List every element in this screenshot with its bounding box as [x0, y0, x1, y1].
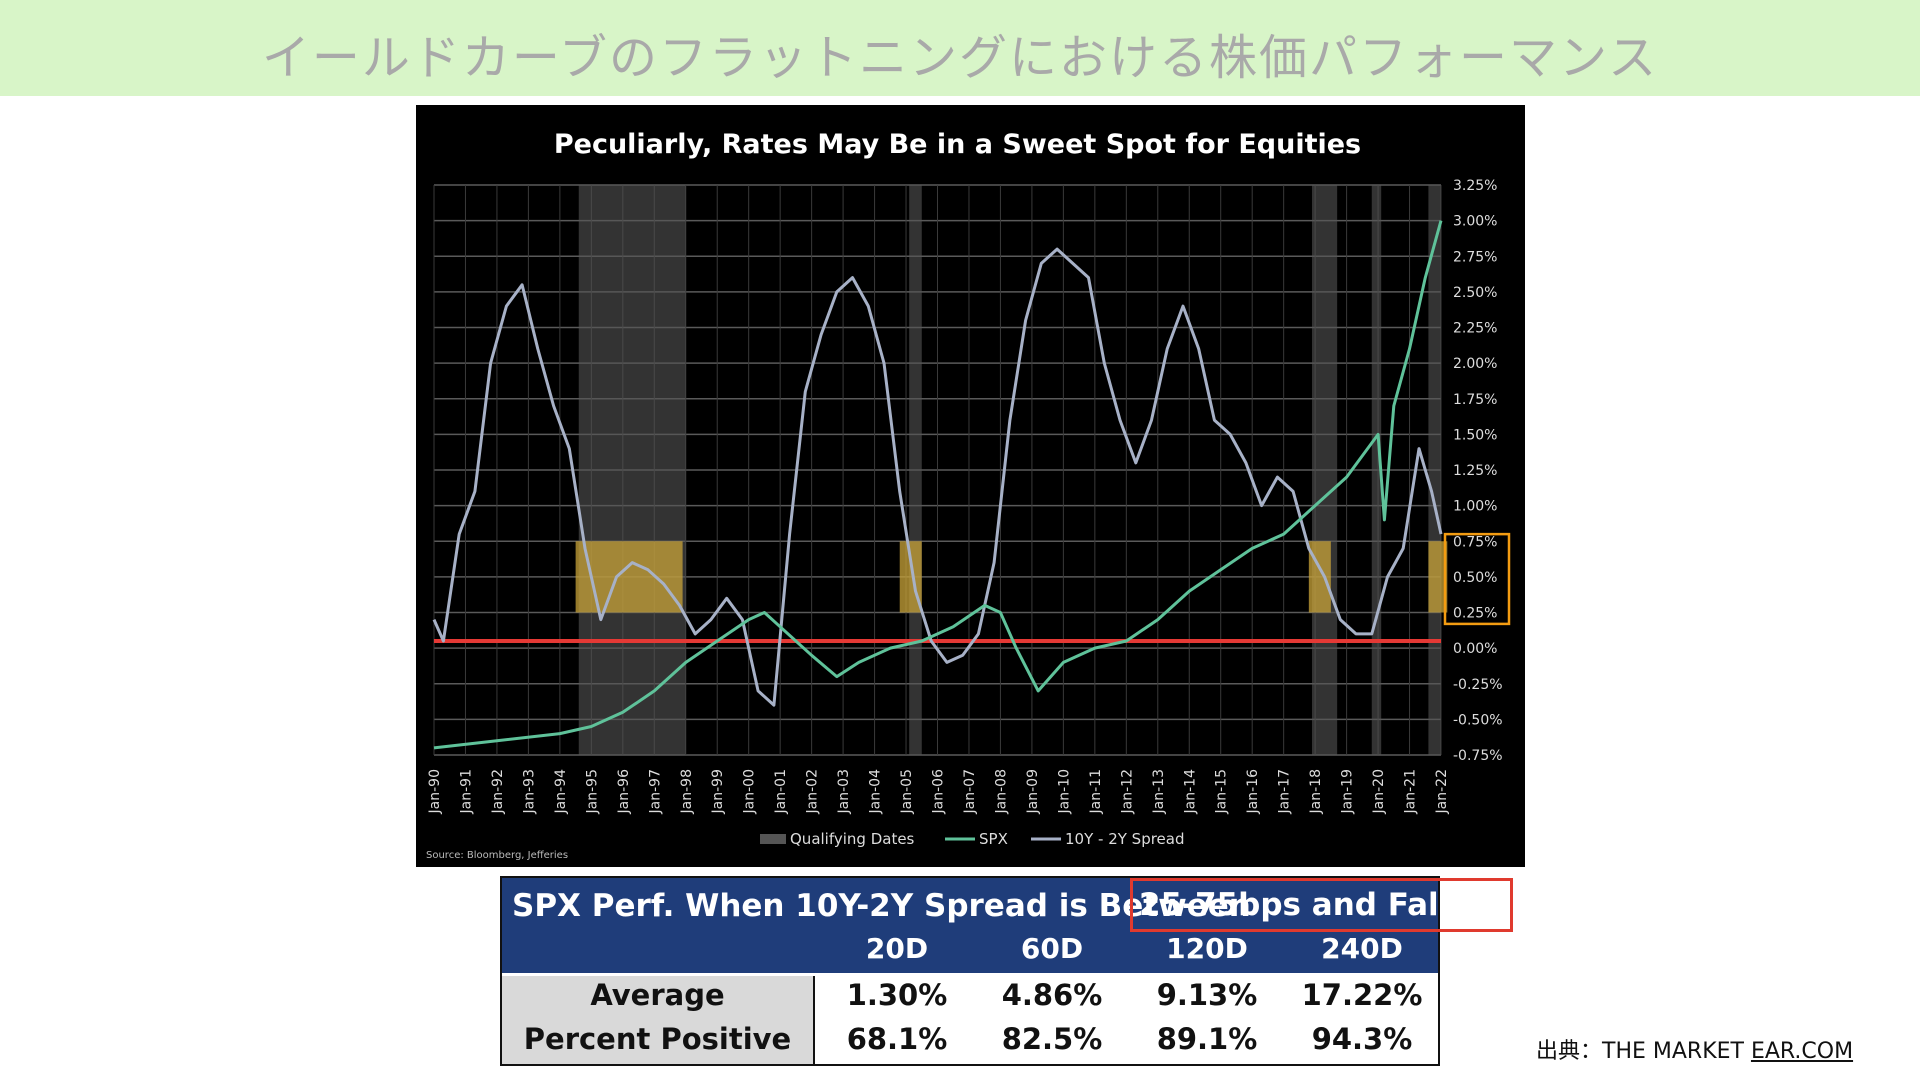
x-tick-label: Jan-09 — [1025, 769, 1041, 814]
table-body: Average Percent Positive 1.30% 4.86% 9.1… — [502, 976, 1438, 1064]
x-tick-label: Jan-99 — [710, 769, 726, 814]
x-tick-label: Jan-16 — [1245, 769, 1261, 815]
qualifying-date-band — [1428, 185, 1441, 755]
y-tick-label: 3.25% — [1453, 178, 1497, 194]
y-tick-label: -0.50% — [1453, 712, 1503, 728]
column-header-240d: 240D — [1321, 932, 1403, 965]
column-header-20d: 20D — [865, 932, 929, 965]
x-tick-label: Jan-96 — [616, 769, 632, 815]
x-tick-label: Jan-21 — [1403, 769, 1419, 814]
qualifying-date-band — [909, 185, 922, 755]
source-link-text: EAR.COM — [1750, 1039, 1854, 1064]
x-tick-label: Jan-92 — [490, 769, 506, 814]
table-cell: 68.1% — [846, 1022, 948, 1056]
chart-panel: Peculiarly, Rates May Be in a Sweet Spot… — [416, 105, 1525, 867]
y-tick-label: 0.00% — [1453, 641, 1497, 657]
table-cell: 82.5% — [1001, 1022, 1103, 1056]
x-tick-label: Jan-20 — [1371, 769, 1387, 814]
y-tick-label: 1.25% — [1453, 463, 1497, 479]
x-tick-label: Jan-04 — [868, 769, 884, 815]
legend-swatch — [760, 834, 786, 844]
legend-label: SPX — [979, 830, 1008, 848]
x-tick-label: Jan-93 — [521, 769, 537, 814]
x-tick-label: Jan-10 — [1056, 769, 1072, 814]
highlight-zone — [575, 541, 683, 613]
callout-box — [1443, 532, 1511, 626]
x-tick-label: Jan-12 — [1119, 769, 1135, 814]
highlight-zone — [1428, 541, 1448, 613]
page-title: イールドカーブのフラットニングにおける株価パフォーマンス — [261, 30, 1659, 86]
y-tick-label: 0.75% — [1453, 534, 1497, 550]
x-tick-label: Jan-00 — [742, 769, 758, 814]
x-tick-label: Jan-17 — [1277, 769, 1293, 814]
y-tick-label: -0.25% — [1453, 677, 1503, 693]
row-label-column — [502, 976, 815, 1064]
legend-swatch — [1031, 837, 1061, 841]
x-tick-label: Jan-97 — [647, 769, 663, 814]
y-tick-label: 2.75% — [1453, 249, 1497, 265]
table-cell: 17.22% — [1301, 978, 1423, 1012]
qualifying-date-band — [1311, 185, 1338, 755]
x-tick-label: Jan-15 — [1214, 769, 1230, 814]
x-tick-label: Jan-08 — [993, 769, 1009, 814]
x-tick-label: Jan-98 — [679, 769, 695, 814]
spx-line — [433, 220, 1443, 750]
source-prefix: 出典：THE MARKET — [1536, 1039, 1751, 1064]
chart-title: Peculiarly, Rates May Be in a Sweet Spot… — [554, 129, 1361, 160]
row-label-average: Average — [590, 978, 725, 1012]
table-title: SPX Perf. When 10Y-2Y Spread is Between — [512, 888, 1251, 924]
x-tick-label: Jan-05 — [899, 769, 915, 814]
table-cell: 1.30% — [846, 978, 948, 1012]
x-tick-label: Jan-19 — [1340, 769, 1356, 814]
x-tick-label: Jan-07 — [962, 769, 978, 814]
x-tick-label: Jan-11 — [1088, 769, 1104, 814]
source-credit: 出典：THE MARKET EAR.COM — [1536, 1033, 1853, 1065]
legend-swatch — [945, 837, 975, 841]
y-tick-label: 1.75% — [1453, 392, 1497, 408]
y-tick-label: 0.50% — [1453, 570, 1497, 586]
yield-curve-chart: Peculiarly, Rates May Be in a Sweet Spot… — [426, 129, 1511, 861]
column-header-120d: 120D — [1166, 932, 1248, 965]
legend-label: Qualifying Dates — [790, 830, 915, 848]
chart-source: Source: Bloomberg, Jefferies — [426, 850, 568, 861]
y-tick-label: 2.25% — [1453, 321, 1497, 337]
table-cell: 94.3% — [1311, 1022, 1413, 1056]
y-tick-label: -0.75% — [1453, 748, 1503, 764]
y-tick-label: 0.25% — [1453, 606, 1497, 622]
x-tick-label: Jan-06 — [931, 769, 947, 815]
y-tick-label: 3.00% — [1453, 214, 1497, 230]
table-cell: 4.86% — [1001, 978, 1103, 1012]
spread-line — [432, 247, 1443, 707]
qualifying-date-band — [1371, 185, 1382, 755]
x-tick-label: Jan-94 — [553, 769, 569, 815]
x-tick-label: Jan-03 — [836, 769, 852, 814]
performance-table: SPX Perf. When 10Y-2Y Spread is Between … — [500, 876, 1514, 1066]
table-cell: 89.1% — [1156, 1022, 1258, 1056]
column-header-60d: 60D — [1020, 932, 1084, 965]
x-tick-label: Jan-14 — [1182, 769, 1198, 815]
qualifying-date-band — [578, 185, 686, 755]
table-header: SPX Perf. When 10Y-2Y Spread is Between … — [502, 878, 1514, 973]
x-tick-label: Jan-90 — [427, 769, 443, 814]
y-tick-label: 1.50% — [1453, 427, 1497, 443]
x-tick-label: Jan-13 — [1151, 769, 1167, 814]
row-label-percent-positive: Percent Positive — [523, 1022, 792, 1056]
legend-label: 10Y - 2Y Spread — [1065, 830, 1185, 848]
table-title-highlight: 25-75bps and Falling — [1130, 878, 1514, 932]
y-tick-label: 2.00% — [1453, 356, 1497, 372]
y-tick-label: 2.50% — [1453, 285, 1497, 301]
x-tick-label: Jan-02 — [805, 769, 821, 814]
x-tick-label: Jan-18 — [1308, 769, 1324, 814]
x-tick-label: Jan-22 — [1434, 769, 1450, 814]
x-tick-label: Jan-91 — [458, 769, 474, 814]
title-banner: イールドカーブのフラットニングにおける株価パフォーマンス — [0, 0, 1920, 96]
y-tick-label: 1.00% — [1453, 499, 1497, 515]
table-cell: 9.13% — [1156, 978, 1258, 1012]
x-tick-label: Jan-95 — [584, 769, 600, 814]
x-tick-label: Jan-01 — [773, 769, 789, 814]
